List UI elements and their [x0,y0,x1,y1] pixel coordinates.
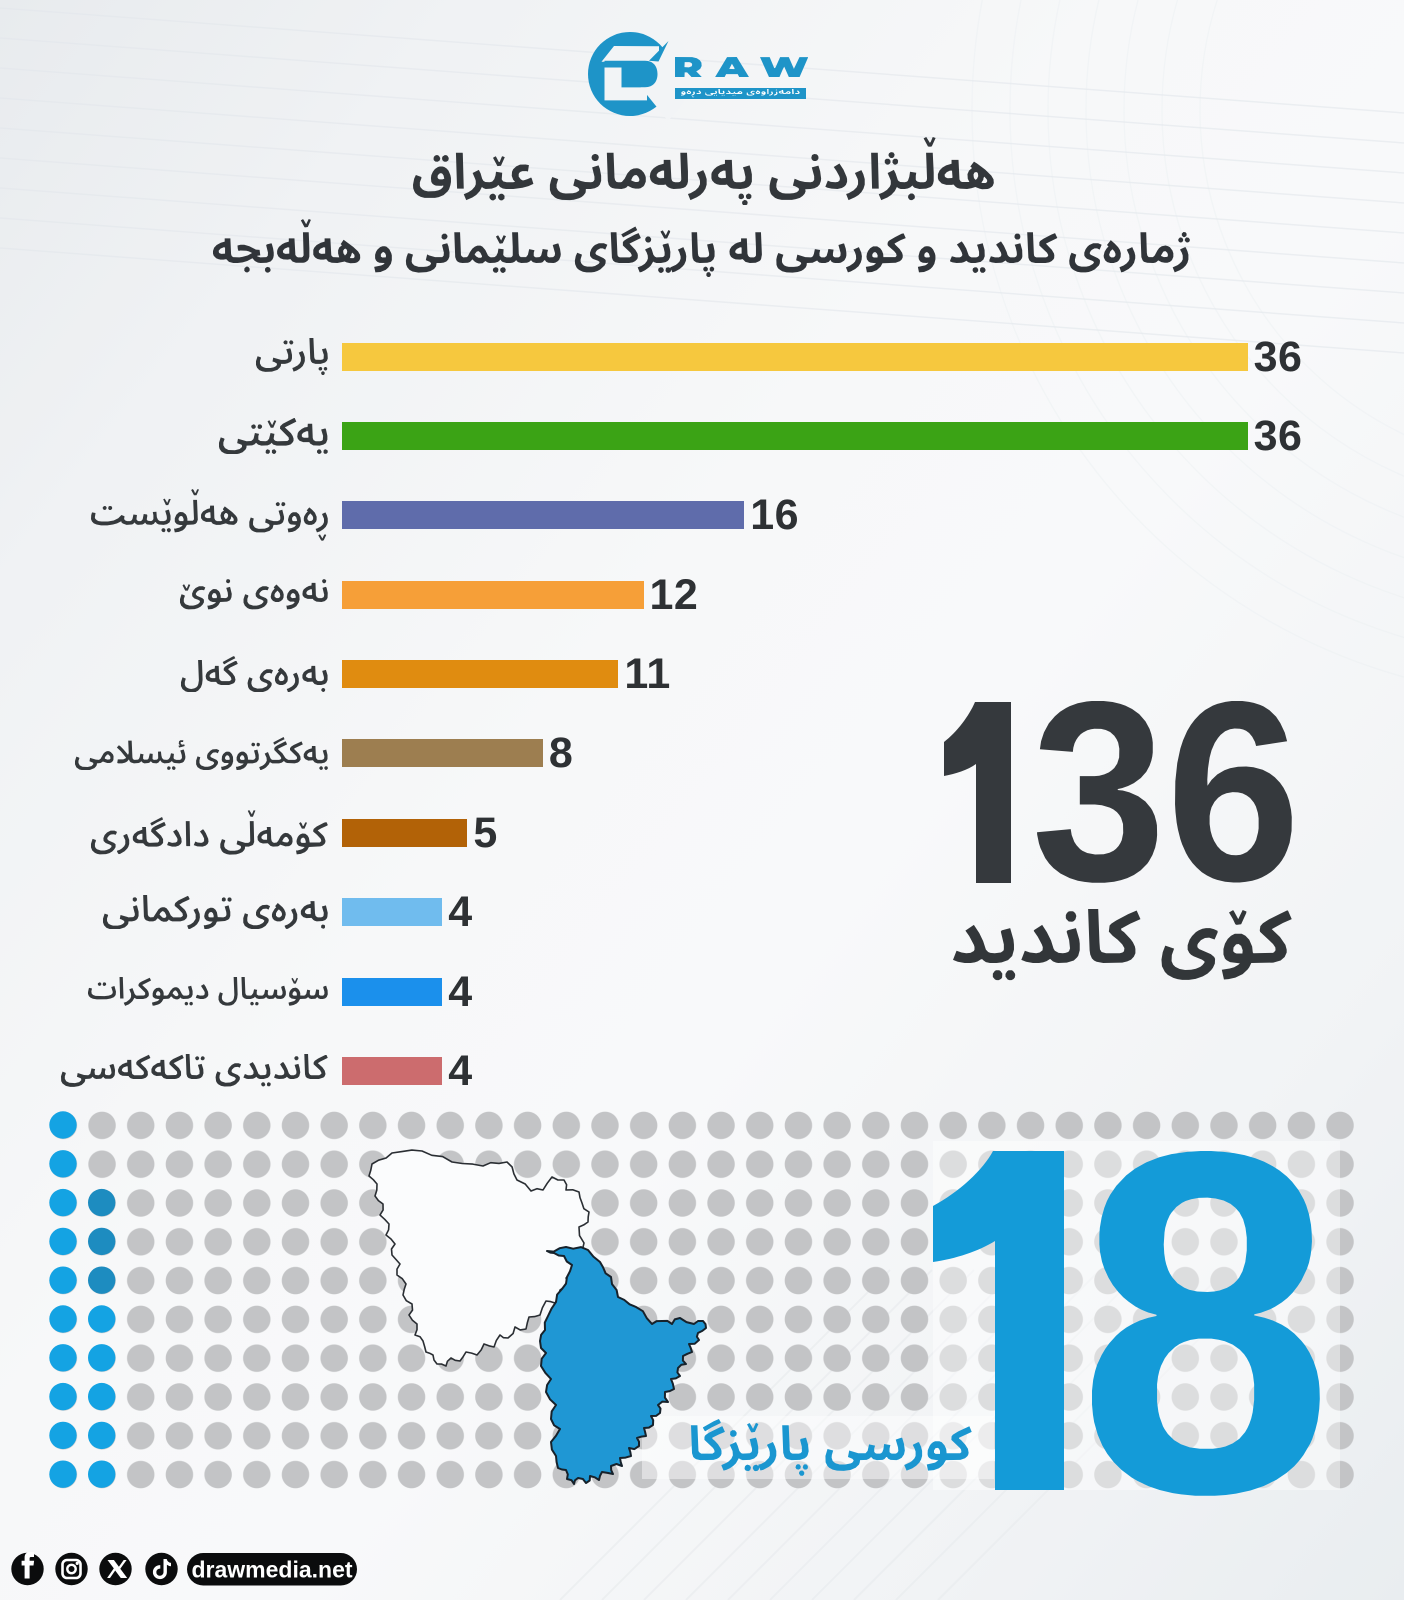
svg-text:drawmedia.net: drawmedia.net [191,1557,352,1583]
